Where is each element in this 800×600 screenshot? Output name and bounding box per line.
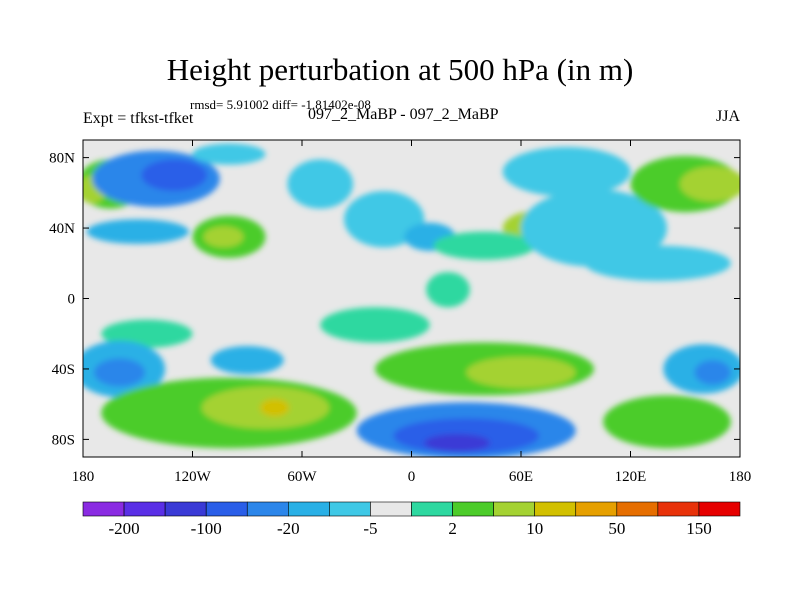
colorbar-box-10 — [493, 501, 535, 517]
contour-region-9 — [343, 191, 425, 248]
contour-region-12 — [433, 231, 536, 260]
colorbar-box-8 — [411, 501, 453, 517]
contour-region-7 — [203, 226, 244, 248]
colorbar-box-9 — [452, 501, 494, 517]
contour-region-28 — [466, 356, 576, 389]
colorbar-label-4: 2 — [448, 519, 457, 538]
axes: 180 120W 60W 0 60E 120E 180 80N 40N 0 40S 80S — [49, 139, 752, 485]
contour-region-18 — [101, 319, 193, 348]
contour-region-23 — [210, 346, 284, 375]
colorbar-label-0: -200 — [108, 519, 139, 538]
colorbar-box-5 — [288, 501, 330, 517]
contour-region-3 — [141, 159, 208, 192]
y-tick-label-4: 80S — [52, 432, 75, 448]
season-label: JJA — [716, 108, 741, 125]
colorbar-box-15 — [698, 501, 741, 517]
contour-region-15 — [584, 245, 731, 281]
colorbar-box-4 — [246, 501, 289, 517]
colorbar-box-0 — [82, 501, 125, 517]
chart-title: Height perturbation at 500 hPa (in m) — [166, 52, 634, 87]
experiment-label: Expt = tfkst-tfket — [83, 110, 194, 127]
y-tick-label-0: 80N — [49, 151, 75, 167]
contour-region-5 — [86, 219, 189, 244]
plot-area — [83, 140, 740, 457]
contour-region-22 — [93, 358, 146, 387]
stats-label: rmsd= 5.91002 diff= -1.81402e-08 — [190, 97, 371, 112]
y-tick-label-2: 0 — [68, 292, 76, 308]
colorbar-label-2: -20 — [277, 519, 300, 538]
y-tick-label-3: 40S — [52, 362, 75, 378]
contour-region-19 — [320, 307, 430, 343]
colorbar-box-1 — [123, 501, 166, 517]
colorbar: -200 -100 -20 -5 2 10 50 150 — [82, 501, 741, 538]
contour-region-8 — [287, 159, 354, 209]
colorbar-box-3 — [205, 501, 248, 517]
colorbar-box-11 — [534, 501, 577, 517]
contour-region-20 — [426, 272, 470, 308]
colorbar-label-1: -100 — [191, 519, 222, 538]
colorbar-label-7: 150 — [686, 519, 712, 538]
contour-region-17 — [679, 166, 740, 202]
colorbar-box-7 — [370, 501, 412, 517]
x-tick-label-0: 180 — [72, 469, 95, 485]
case-label: 097_2_MaBP - 097_2_MaBP — [308, 106, 499, 123]
x-tick-label-3: 0 — [408, 469, 416, 485]
x-tick-label-2: 60W — [287, 469, 317, 485]
y-tick-label-1: 40N — [49, 221, 75, 237]
colorbar-label-6: 50 — [608, 519, 625, 538]
colorbar-box-13 — [616, 501, 659, 517]
x-tick-label-6: 180 — [729, 469, 752, 485]
x-tick-label-1: 120W — [174, 469, 212, 485]
contour-region-34 — [694, 360, 731, 385]
contour-region-4 — [192, 143, 266, 165]
colorbar-box-2 — [164, 501, 207, 517]
contour-regions — [83, 143, 740, 457]
contour-region-26 — [260, 398, 290, 417]
x-tick-label-4: 60E — [509, 469, 533, 485]
colorbar-box-14 — [657, 501, 700, 517]
contour-region-31 — [424, 434, 490, 452]
colorbar-box-6 — [329, 501, 371, 517]
colorbar-label-3: -5 — [363, 519, 377, 538]
contour-region-32 — [603, 395, 731, 449]
x-tick-label-5: 120E — [615, 469, 647, 485]
colorbar-label-5: 10 — [526, 519, 543, 538]
colorbar-box-12 — [575, 501, 618, 517]
contour-region-13 — [502, 147, 631, 197]
